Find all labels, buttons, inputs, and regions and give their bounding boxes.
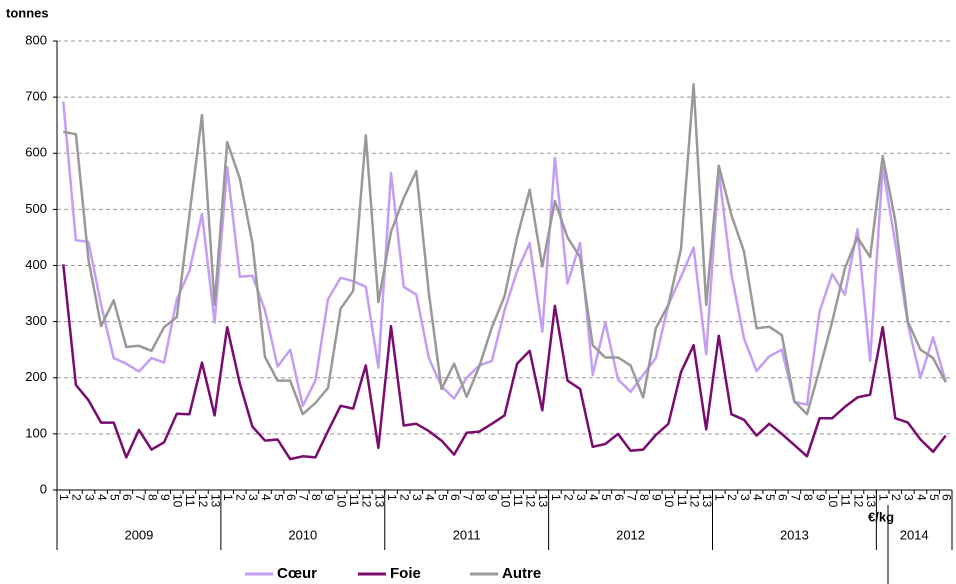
x-tick-label: 11 [839,494,853,507]
x-tick-label: 12 [196,494,210,508]
x-tick-label: 4 [259,494,273,501]
x-tick-label: 2 [889,494,903,501]
x-tick-label: 4 [587,494,601,501]
x-tick-label: 3 [902,494,916,501]
x-tick-label: 10 [662,494,676,508]
x-tick-label: 3 [410,494,424,501]
x-tick-label: 10 [826,494,840,508]
x-tick-label: 1 [221,494,235,501]
x-tick-label: 4 [750,494,764,501]
x-tick-label: 6 [612,494,626,501]
x-group-label: 2009 [124,527,153,542]
x-tick-label: 5 [763,494,777,501]
x-tick-label: 11 [183,494,197,507]
x-tick-label: 12 [687,494,701,508]
x-tick-label: 6 [448,494,462,501]
x-tick-label: 4 [914,494,928,501]
y-tick-label: 500 [25,201,47,216]
x-tick-label: 3 [738,494,752,501]
x-tick-label: 2 [397,494,411,501]
legend-label: Foie [390,565,421,582]
y-tick-label: 600 [25,145,47,160]
x-tick-label: 8 [473,494,487,501]
x-tick-label: 7 [788,494,802,501]
x-tick-label: 2 [234,494,248,501]
series-line [62,101,947,408]
y-tick-label: 700 [25,89,47,104]
x-group-label: 2010 [288,527,317,542]
x-tick-label: 1 [713,494,727,501]
x-tick-label: 5 [599,494,613,501]
x-tick-label: 3 [82,494,96,501]
x-tick-label: 13 [700,494,714,508]
x-tick-label: 7 [624,494,638,501]
x-tick-label: 8 [637,494,651,501]
legend-label: Cœur [277,565,317,582]
annotation: €/kg [868,509,894,524]
x-tick-label: 1 [57,494,71,501]
x-tick-label: 2 [561,494,575,501]
x-tick-label: 5 [271,494,285,501]
x-tick-label: 2 [70,494,84,501]
series-line [62,264,947,461]
x-tick-label: 5 [927,494,941,501]
x-tick-label: 4 [423,494,437,501]
x-tick-label: 9 [486,494,500,501]
y-axis-label: tonnes [6,5,49,20]
y-tick-label: 0 [40,481,47,496]
x-tick-label: 3 [574,494,588,501]
x-tick-label: 13 [208,494,222,508]
y-tick-label: 200 [25,369,47,384]
x-tick-label: 11 [347,494,361,507]
x-tick-label: 13 [864,494,878,508]
x-tick-label: 10 [334,494,348,508]
x-tick-label: 13 [536,494,550,508]
x-tick-label: 1 [549,494,563,501]
x-group-label: 2012 [616,527,645,542]
x-tick-label: 13 [372,494,386,508]
x-tick-label: 5 [435,494,449,501]
x-tick-label: 11 [511,494,525,507]
legend-label: Autre [502,565,541,582]
x-tick-label: 6 [120,494,134,501]
x-tick-label: 2 [725,494,739,501]
x-tick-label: 5 [108,494,122,501]
x-tick-label: 1 [385,494,399,501]
series-line [63,82,947,416]
x-tick-label: 7 [133,494,147,501]
x-tick-label: 8 [801,494,815,501]
x-tick-label: 9 [158,494,172,501]
x-tick-label: 9 [813,494,827,501]
x-tick-label: 7 [461,494,475,501]
x-tick-label: 10 [171,494,185,508]
y-tick-label: 400 [25,257,47,272]
x-tick-label: 12 [360,494,374,508]
y-tick-label: 800 [25,32,47,47]
x-tick-label: 7 [297,494,311,501]
x-tick-label: 1 [876,494,890,501]
x-group-label: 2011 [453,527,481,542]
x-tick-label: 10 [498,494,512,508]
y-tick-label: 100 [25,425,47,440]
x-tick-label: 8 [145,494,159,501]
x-tick-label: 6 [776,494,790,501]
x-tick-label: 12 [524,494,538,508]
x-group-label: 2014 [900,527,929,542]
x-tick-label: 9 [650,494,664,501]
x-tick-label: 8 [309,494,323,501]
y-tick-label: 300 [25,313,47,328]
x-tick-label: 12 [851,494,865,508]
x-tick-label: 11 [675,494,689,507]
x-group-label: 2013 [780,527,809,542]
x-tick-label: 6 [284,494,298,501]
x-tick-label: 3 [246,494,260,501]
x-tick-label: 4 [95,494,109,501]
x-tick-label: 9 [322,494,336,501]
x-tick-label: 6 [940,494,954,501]
